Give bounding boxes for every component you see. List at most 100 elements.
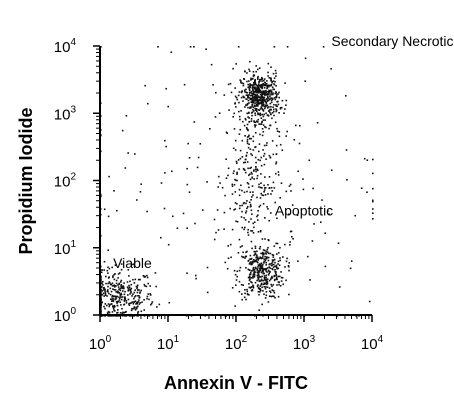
event-point (277, 281, 280, 283)
event-point (257, 284, 259, 286)
event-point (368, 300, 371, 303)
event-point (261, 91, 263, 94)
event-point (123, 287, 125, 290)
event-point (270, 89, 272, 91)
event-point (238, 115, 241, 118)
event-point (265, 104, 267, 107)
event-point (266, 114, 269, 117)
event-point (271, 112, 274, 114)
event-point (233, 209, 235, 211)
event-point (252, 102, 255, 104)
event-point (256, 110, 258, 113)
event-point (273, 97, 276, 99)
event-point (250, 257, 253, 260)
event-point (103, 260, 106, 263)
event-point (277, 100, 279, 103)
event-point (244, 226, 246, 229)
event-point (258, 109, 261, 111)
event-point (247, 106, 249, 109)
event-point (160, 236, 162, 239)
event-point (115, 282, 118, 285)
event-point (247, 83, 249, 86)
event-point (227, 245, 229, 247)
event-point (252, 101, 255, 103)
event-point (137, 289, 139, 291)
event-point (123, 293, 126, 296)
event-point (263, 286, 266, 288)
event-point (275, 144, 278, 147)
event-point (217, 229, 220, 231)
event-point (209, 128, 211, 130)
event-point (146, 297, 148, 300)
event-point (264, 252, 267, 255)
event-point (256, 89, 258, 92)
event-point (260, 86, 262, 88)
event-point (224, 194, 226, 197)
event-point (145, 285, 148, 288)
event-point (257, 214, 259, 216)
event-point (130, 283, 133, 286)
event-point (277, 252, 280, 254)
event-point (247, 86, 249, 89)
event-point (266, 280, 268, 282)
event-point (267, 256, 270, 259)
event-point (183, 83, 186, 86)
event-point (366, 159, 369, 161)
event-point (260, 271, 263, 274)
event-point (246, 182, 249, 184)
event-point (267, 274, 270, 276)
event-point (372, 199, 374, 202)
event-point (225, 158, 227, 160)
event-point (322, 46, 325, 48)
event-point (112, 300, 115, 303)
event-point (253, 272, 255, 274)
event-point (289, 230, 292, 233)
event-point (242, 284, 244, 286)
event-point (213, 238, 216, 241)
event-point (164, 172, 166, 174)
event-point (262, 97, 265, 100)
event-point (182, 212, 185, 215)
event-point (247, 276, 250, 279)
event-point (128, 303, 130, 305)
event-point (261, 187, 263, 189)
event-point (126, 281, 129, 283)
event-point (254, 82, 257, 84)
event-point (235, 96, 238, 99)
event-point (258, 143, 261, 145)
event-point (256, 104, 258, 107)
event-point (238, 280, 241, 283)
event-point (253, 100, 255, 102)
x-tick-base: 10 (89, 336, 106, 353)
event-point (264, 105, 267, 108)
event-point (269, 124, 271, 127)
event-point (249, 273, 252, 276)
event-point (264, 126, 266, 128)
event-point (247, 135, 250, 138)
event-point (259, 90, 261, 93)
event-point (139, 291, 141, 293)
event-point (250, 199, 252, 201)
event-point (154, 272, 157, 274)
event-point (260, 265, 262, 267)
event-point (253, 178, 255, 180)
event-point (227, 174, 229, 177)
event-point (123, 282, 125, 284)
event-point (248, 294, 250, 296)
event-point (249, 258, 251, 260)
event-point (148, 298, 150, 301)
event-point (360, 187, 363, 189)
event-point (172, 215, 174, 218)
event-point (103, 305, 105, 308)
event-point (252, 266, 255, 269)
event-point (274, 265, 276, 268)
event-point (130, 287, 133, 290)
event-point (261, 80, 263, 82)
event-point (260, 164, 263, 167)
event-point (266, 93, 269, 95)
event-point (263, 282, 266, 284)
x-tick-exp: 4 (378, 334, 384, 345)
event-point (127, 288, 130, 290)
event-point (249, 148, 252, 150)
event-point (260, 156, 263, 159)
